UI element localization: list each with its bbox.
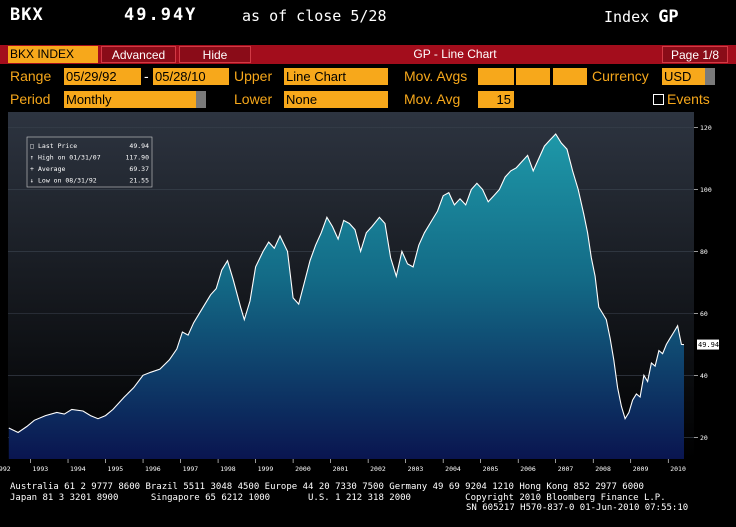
price-tag-text: 49.94 (698, 341, 719, 349)
legend-value: 21.55 (129, 177, 149, 185)
mov-avg-input[interactable]: 15 (478, 91, 514, 108)
legend-label: Low on 08/31/92 (38, 177, 97, 185)
x-tick-label: 1999 (258, 465, 274, 473)
x-tick-label: 2005 (483, 465, 499, 473)
currency-label: Currency (592, 68, 649, 84)
mov-avg-label: Mov. Avg (404, 91, 461, 107)
range-label: Range (10, 68, 52, 84)
upper-label: Upper (234, 68, 273, 84)
y-tick-label: 100 (700, 186, 712, 194)
range-start-input[interactable]: 05/29/92 (64, 68, 141, 85)
x-tick-label: 2004 (445, 465, 461, 473)
security-field[interactable]: BKX INDEX (8, 46, 98, 63)
x-tick-label: 2000 (295, 465, 311, 473)
footer-line-2: Japan 81 3 3201 8900 Singapore 65 6212 1… (10, 492, 666, 503)
legend-value: 117.90 (126, 154, 150, 162)
x-tick-label: 1993 (33, 465, 49, 473)
mov-avg-1-input[interactable] (478, 68, 514, 85)
legend-marker: ↑ (30, 154, 34, 162)
legend-box (26, 136, 153, 188)
legend-marker: ↓ (30, 177, 34, 185)
period-value: Monthly (66, 92, 112, 107)
hide-button[interactable]: Hide (179, 46, 251, 63)
x-tick-label: 2010 (670, 465, 686, 473)
x-tick-label: 1994 (70, 465, 86, 473)
index-function: Index GP (604, 7, 679, 27)
x-tick-label: 1997 (183, 465, 199, 473)
price-area (8, 134, 685, 459)
y-tick-label: 40 (700, 372, 708, 380)
y-tick-label: 20 (700, 434, 708, 442)
range-end-input[interactable]: 05/28/10 (153, 68, 229, 85)
lower-chart-select[interactable]: None (284, 91, 388, 108)
x-tick-label: 1998 (220, 465, 236, 473)
x-tick-label: 2009 (633, 465, 649, 473)
as-of-date: as of close 5/28 (242, 7, 387, 25)
legend-marker: □ (30, 142, 34, 150)
x-tick-label: 2001 (333, 465, 349, 473)
legend-value: 69.37 (129, 165, 149, 173)
x-tick-label: 1996 (145, 465, 161, 473)
toolbar-title: GP - Line Chart (413, 47, 497, 61)
price-line (8, 133, 685, 434)
y-tick-label: 60 (700, 310, 708, 318)
last-price: 49.94Y (124, 5, 198, 25)
period-label: Period (10, 91, 51, 107)
events-checkbox[interactable] (653, 94, 664, 105)
x-tick-label: 2007 (558, 465, 574, 473)
lower-label: Lower (234, 91, 273, 107)
currency-value: USD (664, 69, 692, 84)
legend-label: Last Price (38, 142, 77, 150)
x-tick-label: 1995 (108, 465, 124, 473)
y-tick-label: 120 (700, 124, 712, 132)
advanced-button[interactable]: Advanced (101, 46, 176, 63)
mov-avg-3-input[interactable] (553, 68, 587, 85)
events-label[interactable]: Events (667, 91, 710, 107)
x-tick-label: 2008 (595, 465, 611, 473)
ticker-symbol: BKX (10, 5, 44, 25)
mov-avgs-label: Mov. Avgs (404, 68, 468, 84)
range-dash: - (144, 68, 149, 84)
index-label: Index (604, 8, 650, 26)
footer-contacts: Australia 61 2 9777 8600 Brazil 5511 304… (10, 482, 688, 514)
mov-avg-2-input[interactable] (516, 68, 550, 85)
x-tick-label: 2002 (370, 465, 386, 473)
upper-chart-select[interactable]: Line Chart (284, 68, 388, 85)
period-select[interactable]: Monthly (64, 91, 206, 108)
price-chart: 20 40 60 80 100 120 1992 1993 1994 1995 1996 1997 1… (0, 112, 719, 473)
price-tag: 49.94 (697, 339, 719, 350)
y-tick-label: 80 (700, 248, 708, 256)
legend-label: High on 01/31/07 (38, 154, 101, 162)
x-tick-label: 1992 (0, 465, 11, 473)
x-tick-label: 2006 (520, 465, 536, 473)
legend: □ Last Price 49.94 ↑ High on 01/31/07 117.90 +… (26, 136, 153, 188)
legend-value: 49.94 (129, 142, 149, 150)
legend-marker: + (30, 165, 34, 173)
currency-select[interactable]: USD (662, 68, 715, 85)
footer-line-3: SN 605217 H570-837-0 01-Jun-2010 07:55:1… (466, 503, 689, 513)
function-code: GP (658, 7, 679, 27)
page-indicator[interactable]: Page 1/8 (662, 46, 728, 63)
footer-line-1: Australia 61 2 9777 8600 Brazil 5511 304… (10, 482, 644, 492)
legend-label: Average (38, 165, 65, 173)
x-tick-label: 2003 (408, 465, 424, 473)
